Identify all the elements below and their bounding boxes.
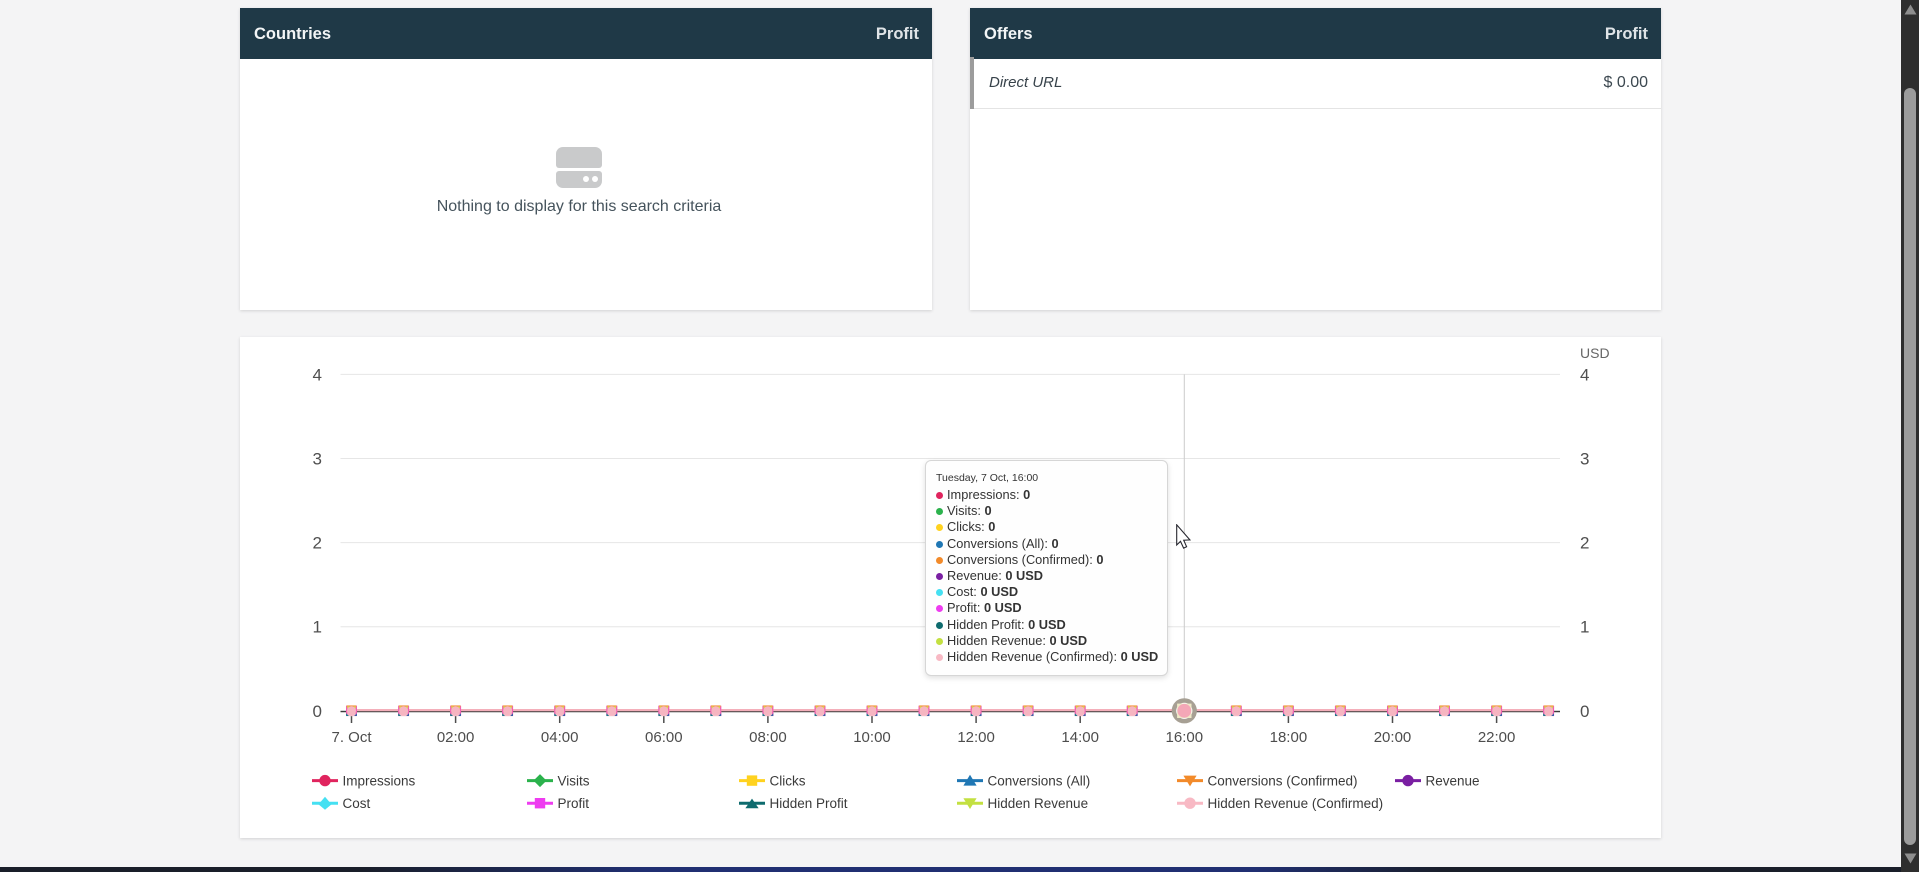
svg-text:Visits: Visits <box>558 774 590 789</box>
svg-text:3: 3 <box>1580 450 1589 469</box>
svg-text:18:00: 18:00 <box>1270 729 1308 746</box>
svg-text:12:00: 12:00 <box>957 729 995 746</box>
svg-text:Hidden Revenue (Confirmed): Hidden Revenue (Confirmed) <box>1208 796 1384 811</box>
svg-text:10:00: 10:00 <box>853 729 891 746</box>
svg-text:1: 1 <box>1580 618 1589 637</box>
svg-text:06:00: 06:00 <box>645 729 683 746</box>
svg-text:Impressions: Impressions <box>343 774 416 789</box>
svg-text:0: 0 <box>1580 702 1589 721</box>
svg-text:Clicks: Clicks <box>770 774 806 789</box>
svg-text:Conversions (Confirmed): Conversions (Confirmed) <box>1208 774 1358 789</box>
svg-text:08:00: 08:00 <box>749 729 787 746</box>
svg-text:Hidden Revenue: Hidden Revenue <box>988 796 1089 811</box>
svg-text:USD: USD <box>1580 345 1610 361</box>
svg-text:Revenue: Revenue <box>1426 774 1480 789</box>
svg-text:3: 3 <box>313 450 322 469</box>
svg-text:2: 2 <box>1580 534 1589 553</box>
svg-text:02:00: 02:00 <box>437 729 475 746</box>
svg-text:04:00: 04:00 <box>541 729 579 746</box>
svg-text:20:00: 20:00 <box>1374 729 1412 746</box>
svg-text:4: 4 <box>1580 365 1589 384</box>
svg-text:2: 2 <box>313 534 322 553</box>
svg-text:22:00: 22:00 <box>1478 729 1516 746</box>
svg-text:1: 1 <box>313 618 322 637</box>
svg-text:0: 0 <box>313 702 322 721</box>
svg-text:4: 4 <box>313 365 322 384</box>
svg-text:Profit: Profit <box>558 796 590 811</box>
svg-text:14:00: 14:00 <box>1061 729 1099 746</box>
svg-text:7. Oct: 7. Oct <box>331 729 372 746</box>
svg-text:Hidden Profit: Hidden Profit <box>770 796 848 811</box>
svg-text:Cost: Cost <box>343 796 371 811</box>
svg-text:16:00: 16:00 <box>1166 729 1204 746</box>
svg-text:Conversions (All): Conversions (All) <box>988 774 1091 789</box>
